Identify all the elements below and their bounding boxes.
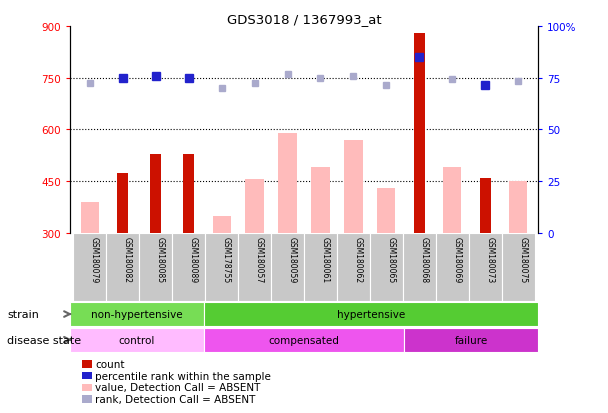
- Text: GSM180069: GSM180069: [452, 236, 461, 282]
- Bar: [238, 233, 271, 301]
- Bar: [337, 233, 370, 301]
- Bar: [436, 233, 469, 301]
- Bar: [403, 233, 436, 301]
- Title: GDS3018 / 1367993_at: GDS3018 / 1367993_at: [227, 13, 381, 26]
- Bar: [204, 302, 538, 326]
- Text: GSM180073: GSM180073: [485, 236, 494, 282]
- Bar: [304, 233, 337, 301]
- Text: GSM180059: GSM180059: [288, 236, 297, 282]
- Text: GSM178755: GSM178755: [221, 236, 230, 282]
- Bar: [213, 216, 230, 233]
- Bar: [311, 168, 330, 233]
- Text: hypertensive: hypertensive: [337, 309, 405, 319]
- Text: GSM180089: GSM180089: [188, 236, 198, 282]
- Bar: [204, 328, 404, 352]
- Bar: [172, 233, 205, 301]
- Bar: [469, 233, 502, 301]
- Bar: [502, 233, 535, 301]
- Text: GSM180075: GSM180075: [518, 236, 527, 282]
- Bar: [205, 233, 238, 301]
- Bar: [183, 154, 195, 233]
- Text: GSM180057: GSM180057: [255, 236, 263, 282]
- Text: GSM180065: GSM180065: [387, 236, 395, 282]
- Text: GSM180062: GSM180062: [353, 236, 362, 282]
- Text: non-hypertensive: non-hypertensive: [91, 309, 182, 319]
- Text: rank, Detection Call = ABSENT: rank, Detection Call = ABSENT: [95, 394, 256, 404]
- Bar: [370, 233, 403, 301]
- Text: compensated: compensated: [269, 335, 339, 345]
- Bar: [117, 173, 128, 233]
- Bar: [81, 202, 98, 233]
- Bar: [413, 34, 425, 233]
- Bar: [73, 233, 106, 301]
- Bar: [480, 178, 491, 233]
- Text: strain: strain: [7, 309, 39, 319]
- Bar: [70, 302, 204, 326]
- Text: disease state: disease state: [7, 335, 81, 345]
- Text: percentile rank within the sample: percentile rank within the sample: [95, 371, 271, 381]
- Text: value, Detection Call = ABSENT: value, Detection Call = ABSENT: [95, 382, 261, 392]
- Text: GSM180061: GSM180061: [320, 236, 330, 282]
- Bar: [404, 328, 538, 352]
- Bar: [70, 328, 204, 352]
- Bar: [378, 189, 395, 233]
- Text: GSM180068: GSM180068: [420, 236, 429, 282]
- Bar: [106, 233, 139, 301]
- Bar: [443, 168, 461, 233]
- Bar: [150, 154, 161, 233]
- Bar: [344, 140, 362, 233]
- Bar: [139, 233, 172, 301]
- Text: GSM180079: GSM180079: [90, 236, 98, 282]
- Text: failure: failure: [455, 335, 488, 345]
- Text: GSM180082: GSM180082: [123, 236, 132, 282]
- Text: control: control: [119, 335, 155, 345]
- Text: GSM180085: GSM180085: [156, 236, 165, 282]
- Bar: [510, 182, 527, 233]
- Bar: [278, 133, 297, 233]
- Bar: [271, 233, 304, 301]
- Text: count: count: [95, 359, 125, 369]
- Bar: [246, 180, 264, 233]
